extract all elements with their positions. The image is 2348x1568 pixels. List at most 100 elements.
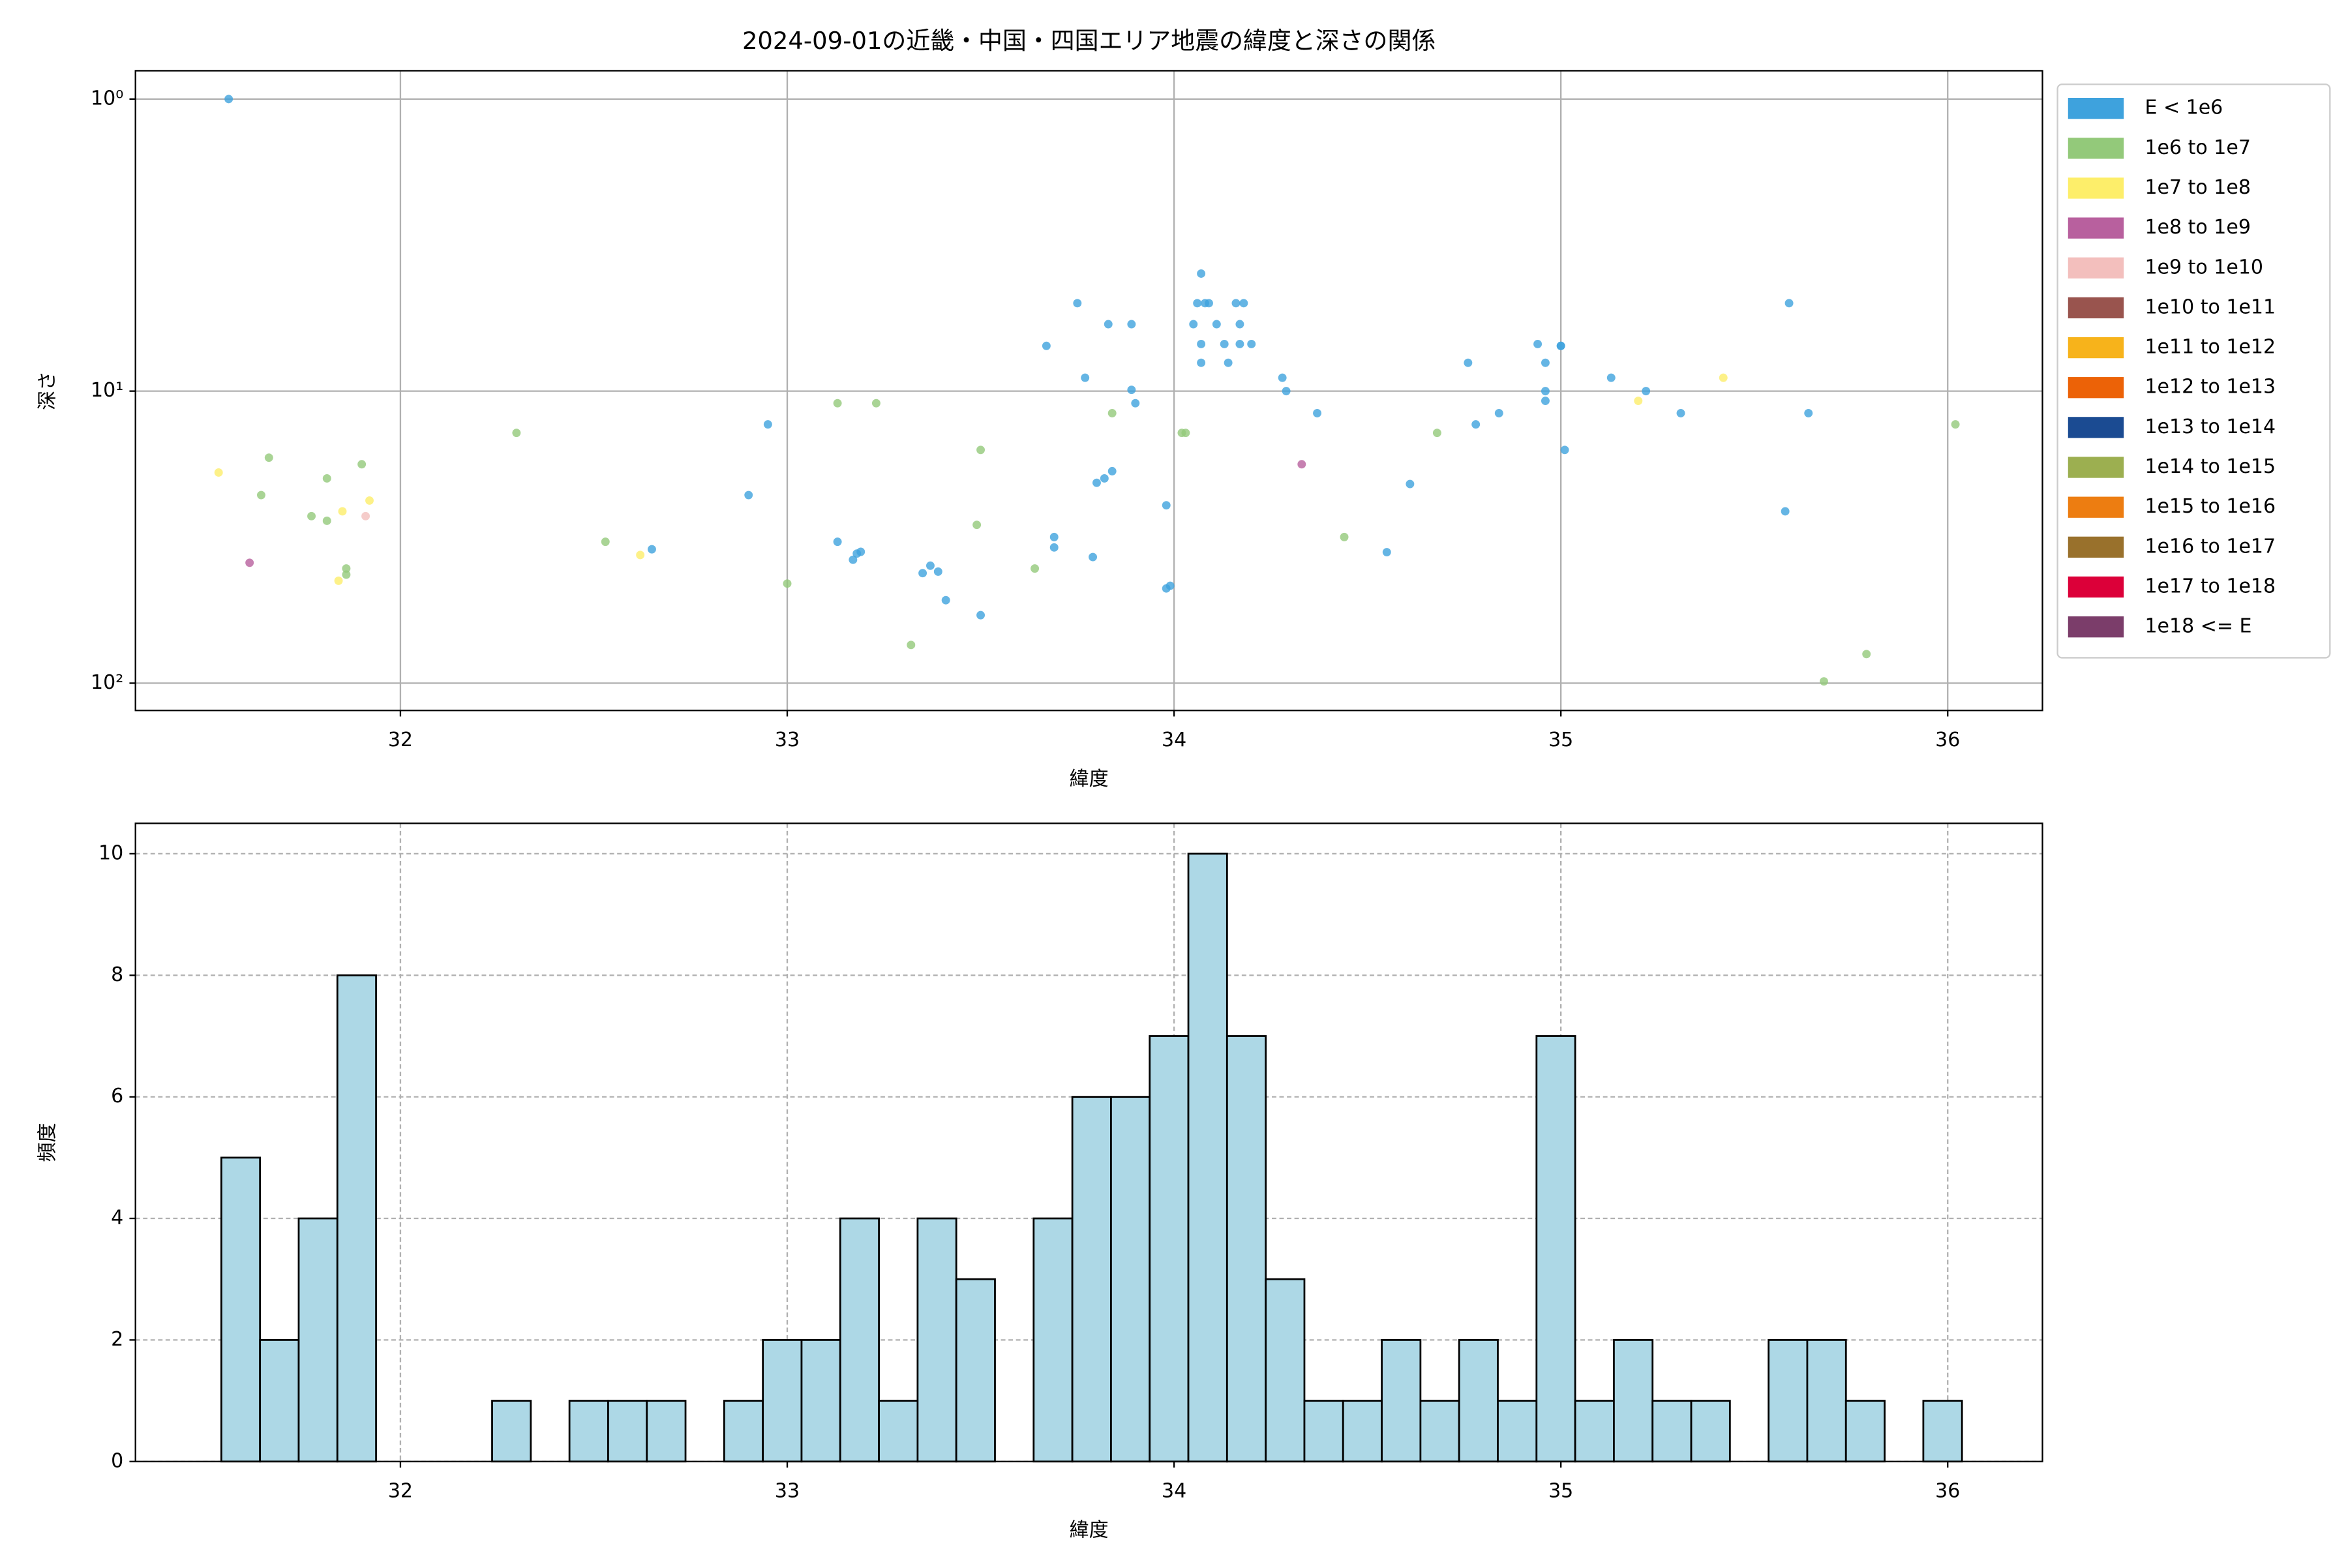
histogram-bar bbox=[1690, 1400, 1731, 1463]
scatter-point bbox=[1235, 320, 1244, 329]
legend-label: 1e14 to 1e15 bbox=[2145, 455, 2276, 478]
scatter-point bbox=[1862, 650, 1871, 659]
y-tick-label: 0 bbox=[111, 1449, 123, 1472]
legend-swatch bbox=[2068, 98, 2124, 119]
legend-label: 1e13 to 1e14 bbox=[2145, 415, 2276, 438]
scatter-point bbox=[342, 570, 351, 579]
scatter-point bbox=[1049, 543, 1059, 552]
scatter-point bbox=[1541, 397, 1550, 406]
scatter-point bbox=[1092, 478, 1101, 487]
scatter-point bbox=[224, 95, 233, 104]
histogram-bar bbox=[1922, 1400, 1963, 1463]
scatter-point bbox=[1819, 677, 1828, 686]
histogram-bar bbox=[1651, 1400, 1693, 1463]
y-tick-label: 10² bbox=[91, 671, 123, 694]
scatter-point bbox=[1471, 420, 1481, 429]
legend: E < 1e6 1e6 to 1e7 1e7 to 1e8 1e8 to 1e9 1e9… bbox=[2056, 83, 2331, 659]
y-axis-label: 深さ bbox=[36, 371, 59, 410]
histogram-bar bbox=[1768, 1339, 1809, 1463]
scatter-point bbox=[918, 569, 927, 578]
histogram-bar bbox=[336, 974, 377, 1463]
scatter-point bbox=[1031, 564, 1040, 573]
scatter-point bbox=[907, 641, 916, 650]
legend-label: 1e6 to 1e7 bbox=[2145, 136, 2250, 159]
legend-swatch bbox=[2068, 337, 2124, 359]
scatter-point bbox=[1107, 466, 1117, 475]
x-tick-label: 33 bbox=[775, 729, 800, 751]
x-tick-label: 36 bbox=[1935, 1479, 1960, 1502]
histogram-bar bbox=[800, 1339, 841, 1463]
legend-label: 1e17 to 1e18 bbox=[2145, 575, 2276, 598]
histogram-bar bbox=[1613, 1339, 1654, 1463]
scatter-point bbox=[1278, 373, 1287, 382]
plot-frame bbox=[134, 822, 2043, 1462]
scatter-point bbox=[1494, 408, 1503, 417]
histogram-bar bbox=[1226, 1035, 1267, 1463]
scatter-point bbox=[933, 567, 942, 576]
scatter-point bbox=[1297, 460, 1306, 469]
scatter-point bbox=[342, 564, 351, 573]
histogram-bar bbox=[1806, 1339, 1847, 1463]
histogram-bar bbox=[878, 1400, 919, 1463]
scatter-point bbox=[1719, 373, 1728, 382]
histogram-bar bbox=[1265, 1278, 1306, 1463]
x-tick-label: 35 bbox=[1548, 1479, 1573, 1502]
scatter-point bbox=[1197, 358, 1206, 367]
y-tick-label: 10 bbox=[98, 841, 123, 864]
chart-title: 2024-09-01の近畿・中国・四国エリア地震の緯度と深さの関係 bbox=[742, 27, 1436, 55]
scatter-point bbox=[1081, 373, 1090, 382]
histogram-bar bbox=[1381, 1339, 1422, 1463]
scatter-point bbox=[1127, 385, 1136, 395]
legend-swatch bbox=[2068, 417, 2124, 438]
histogram-bar bbox=[1032, 1217, 1074, 1463]
legend-label: 1e10 to 1e11 bbox=[2145, 295, 2276, 318]
scatter-point bbox=[833, 537, 842, 547]
scatter-point bbox=[1541, 358, 1550, 367]
scatter-point bbox=[1781, 507, 1790, 516]
scatter-point bbox=[365, 496, 374, 505]
x-tick-label: 35 bbox=[1548, 729, 1573, 751]
histogram-bar bbox=[1497, 1400, 1538, 1463]
y-tick-label: 10⁰ bbox=[91, 87, 123, 110]
scatter-point bbox=[1676, 408, 1685, 417]
legend-swatch bbox=[2068, 377, 2124, 399]
scatter-point bbox=[783, 579, 792, 588]
legend-swatch bbox=[2068, 138, 2124, 159]
histogram-bar bbox=[762, 1339, 803, 1463]
histogram-bar bbox=[916, 1217, 957, 1463]
scatter-point bbox=[1231, 299, 1241, 308]
histogram-bar bbox=[1187, 852, 1228, 1463]
scatter-point bbox=[1235, 340, 1244, 348]
scatter-point bbox=[1432, 429, 1441, 438]
scatter-point bbox=[636, 550, 645, 560]
scatter-point bbox=[1197, 269, 1206, 278]
scatter-point bbox=[1049, 532, 1059, 541]
histogram-bar bbox=[646, 1400, 687, 1463]
y-tick-label: 6 bbox=[111, 1085, 123, 1108]
scatter-point bbox=[1634, 397, 1643, 406]
legend-swatch bbox=[2068, 576, 2124, 598]
x-tick-label: 33 bbox=[775, 1479, 800, 1502]
scatter-point bbox=[264, 453, 273, 462]
histogram-bar bbox=[1844, 1400, 1886, 1463]
x-tick-label: 34 bbox=[1162, 1479, 1186, 1502]
histogram-bar bbox=[568, 1400, 609, 1463]
scatter-point bbox=[1541, 387, 1550, 396]
scatter-point bbox=[322, 516, 331, 525]
scatter-point bbox=[1107, 408, 1117, 417]
scatter-point bbox=[322, 474, 331, 483]
scatter-point bbox=[926, 561, 935, 570]
scatter-point bbox=[1533, 340, 1543, 348]
histogram-bar bbox=[607, 1400, 648, 1463]
scatter-point bbox=[1205, 299, 1213, 308]
x-tick-label: 32 bbox=[388, 729, 413, 751]
histogram-bar bbox=[1535, 1035, 1576, 1463]
x-axis-label: 緯度 bbox=[1070, 768, 1109, 791]
histogram-bar bbox=[723, 1400, 764, 1463]
legend-swatch bbox=[2068, 616, 2124, 638]
scatter-point bbox=[972, 520, 982, 530]
scatter-point bbox=[512, 429, 521, 438]
scatter-point bbox=[1193, 299, 1202, 308]
scatter-point bbox=[1104, 320, 1113, 329]
